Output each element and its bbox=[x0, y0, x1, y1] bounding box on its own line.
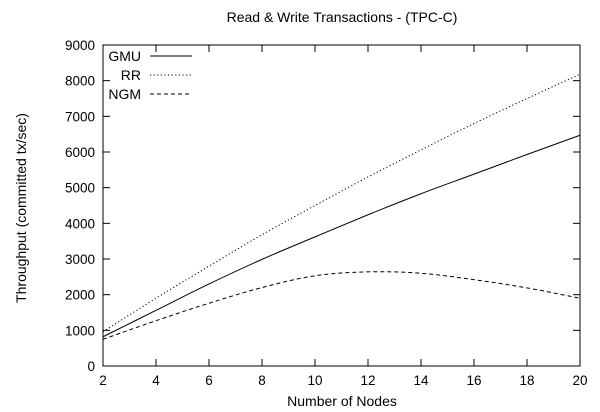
series-line-rr bbox=[102, 73, 581, 333]
y-axis-title: Throughput (committed tx/sec) bbox=[13, 113, 29, 303]
x-tick-label: 18 bbox=[519, 373, 534, 388]
plot-area-frame bbox=[102, 44, 581, 367]
x-tick-label: 12 bbox=[360, 373, 375, 388]
legend-label-rr: RR bbox=[121, 67, 141, 83]
series-line-gmu bbox=[102, 134, 581, 338]
y-tick-label: 5000 bbox=[65, 181, 95, 196]
series-line-ngm bbox=[102, 271, 581, 340]
x-tick-label: 20 bbox=[572, 373, 587, 388]
x-axis-ticks: 2 4 6 8 10 12 14 16 18 20 bbox=[99, 45, 588, 388]
y-tick-label: 0 bbox=[87, 359, 95, 374]
x-tick-label: 2 bbox=[99, 373, 107, 388]
y-tick-label: 6000 bbox=[65, 145, 95, 160]
chart-title: Read & Write Transactions - (TPC-C) bbox=[227, 9, 458, 25]
y-tick-label: 3000 bbox=[65, 252, 95, 267]
x-tick-label: 6 bbox=[205, 373, 213, 388]
y-tick-label: 1000 bbox=[65, 323, 95, 338]
x-axis-title: Number of Nodes bbox=[287, 393, 397, 409]
legend: GMU RR NGM bbox=[108, 48, 192, 102]
y-tick-label: 7000 bbox=[65, 109, 95, 124]
y-tick-label: 2000 bbox=[65, 288, 95, 303]
x-tick-label: 10 bbox=[307, 373, 322, 388]
y-tick-label: 9000 bbox=[65, 38, 95, 53]
legend-label-ngm: NGM bbox=[108, 86, 141, 102]
legend-label-gmu: GMU bbox=[108, 48, 141, 64]
y-tick-label: 4000 bbox=[65, 216, 95, 231]
series-lines bbox=[102, 73, 581, 340]
x-tick-label: 14 bbox=[413, 373, 429, 388]
x-tick-label: 4 bbox=[152, 373, 160, 388]
x-tick-label: 16 bbox=[466, 373, 481, 388]
x-tick-label: 8 bbox=[258, 373, 266, 388]
y-axis-ticks: 0 1000 2000 3000 4000 5000 6000 7000 8000 9000 bbox=[65, 38, 580, 374]
y-tick-label: 8000 bbox=[65, 74, 95, 89]
